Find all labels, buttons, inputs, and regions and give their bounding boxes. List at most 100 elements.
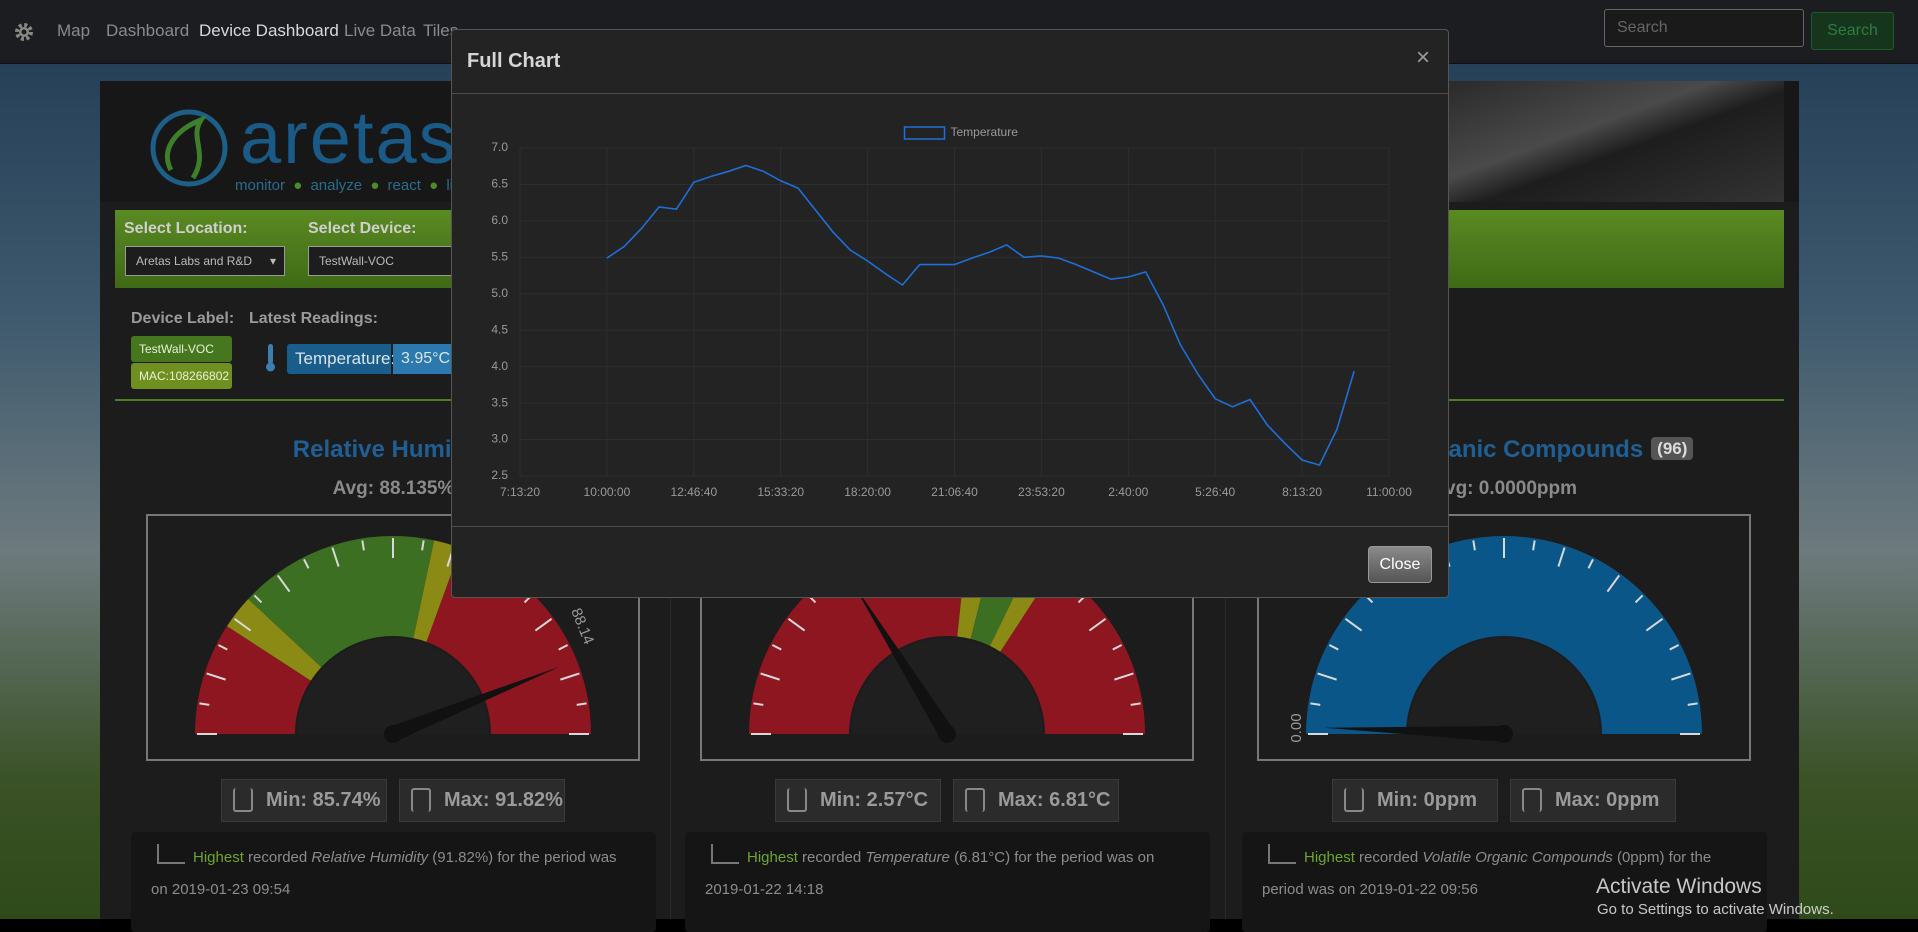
- gauge-tick: [1532, 540, 1536, 551]
- legend-swatch: [903, 126, 946, 140]
- gauge-tick: [1634, 594, 1644, 604]
- tagline-word: monitor: [235, 177, 286, 194]
- gauge-label: 0.00: [1288, 713, 1305, 742]
- gauge-tick: [276, 574, 291, 593]
- gauge-tick: [1587, 558, 1594, 569]
- note-icon: [1268, 844, 1296, 864]
- panel-avg: Avg: 88.135%: [332, 478, 455, 499]
- y-tick-label: 4.5: [491, 322, 508, 336]
- thermometer-icon: [266, 344, 275, 372]
- gauge-tick: [361, 540, 365, 551]
- label: Select Device:: [308, 220, 417, 237]
- gauge-pin: [1495, 725, 1513, 743]
- nav-link[interactable]: Tiles: [423, 21, 459, 40]
- search-button[interactable]: Search: [1811, 12, 1894, 50]
- gauge-tick: [1669, 644, 1680, 651]
- y-tick-label: 2.5: [491, 468, 508, 482]
- gauge-tick: [1317, 672, 1337, 681]
- divider: [452, 93, 1448, 94]
- gauge-tick: [1112, 644, 1123, 651]
- gauge-tick: [217, 644, 228, 651]
- gauge-pin: [384, 725, 402, 743]
- gauge-zone: [413, 540, 461, 642]
- gauge-tick: [1344, 617, 1363, 632]
- chart: 2.5 3.0 3.5 4.0 4.5 5.0 5.5 6.0 6.5 7.0 7:13:20 10:…: [491, 125, 1412, 499]
- x-tick-label: 8:13:20: [1282, 485, 1322, 499]
- max-box: Max: 0ppm: [1510, 779, 1676, 822]
- panel: Relative Humidity Avg: 88.135% 88.14 Min: 8…: [116, 430, 671, 932]
- min-box: Min: 85.74%: [221, 779, 387, 822]
- x-tick-label: 10:00:00: [584, 485, 631, 499]
- note: Highest recorded Temperature (6.81°C) fo…: [685, 832, 1210, 932]
- max-icon: [411, 788, 431, 812]
- gauge-tick: [206, 672, 226, 681]
- gauge-tick: [1606, 574, 1621, 593]
- note-metric: Relative Humidity: [311, 849, 429, 866]
- min-box: Min: 2.57°C: [775, 779, 941, 822]
- gauge-tick: [1671, 672, 1691, 681]
- gauge-tick: [331, 547, 340, 567]
- note: Highest recorded Relative Humidity (91.8…: [131, 832, 656, 932]
- note-text: recorded: [248, 849, 308, 866]
- note-text: (6.81°C) for the period was on 2019-01-2…: [705, 849, 1155, 898]
- gauge-tick: [1687, 702, 1698, 706]
- nav-link[interactable]: Map: [57, 21, 91, 40]
- tagline-word: analyze: [310, 177, 363, 194]
- reading-name: Temperature:: [287, 344, 395, 374]
- note-text: (0ppm) for the period was on 2019-01-22 …: [1262, 849, 1712, 898]
- x-tick-label: 11:00:00: [1366, 485, 1412, 499]
- note-text: recorded: [802, 849, 862, 866]
- nav-link[interactable]: Live Data: [344, 21, 416, 40]
- min-icon: [787, 788, 807, 812]
- gauge-tick: [1114, 672, 1134, 681]
- device-select[interactable]: TestWall-VOC: [308, 246, 458, 276]
- gauge-tick: [760, 672, 780, 681]
- note-metric: Volatile Organic Compounds: [1422, 849, 1613, 866]
- gauge-tick: [253, 594, 263, 604]
- y-tick-label: 5.0: [491, 286, 508, 300]
- nav-link[interactable]: Dashboard: [106, 21, 190, 40]
- y-tick-label: 6.5: [491, 177, 508, 191]
- x-tick-label: 15:33:20: [757, 485, 804, 499]
- gauge-tick: [199, 702, 210, 706]
- x-tick-label: 12:46:40: [670, 485, 717, 499]
- max-icon: [965, 788, 985, 812]
- gauge-tick: [1472, 540, 1476, 551]
- modal-title: Full Chart: [467, 50, 561, 72]
- close-button[interactable]: Close: [1368, 546, 1432, 583]
- gauge-tick: [1310, 702, 1321, 706]
- y-tick-label: 3.0: [491, 432, 508, 446]
- tagline: monitor ● analyze ● react ● live: [235, 177, 469, 194]
- max-icon: [1522, 788, 1542, 812]
- min-box: Min: 0ppm: [1332, 779, 1498, 822]
- y-tick-label: 6.0: [491, 213, 508, 227]
- x-tick-label: 5:26:40: [1195, 485, 1235, 499]
- x-tick-label: 18:20:00: [844, 485, 891, 499]
- location-select[interactable]: Aretas Labs and R&D ▾: [125, 246, 285, 276]
- x-tick-label: 21:06:40: [931, 485, 978, 499]
- select-value: Aretas Labs and R&D: [136, 254, 253, 268]
- gauge-tick: [787, 617, 806, 632]
- x-tick-label: 7:13:20: [500, 485, 540, 499]
- gauge-tick: [1130, 702, 1141, 706]
- search-input[interactable]: Search: [1604, 9, 1804, 47]
- legend-label: Temperature: [951, 125, 1019, 139]
- tagline-word: react: [387, 177, 421, 194]
- y-tick-label: 3.5: [491, 395, 508, 409]
- settings-icon[interactable]: [13, 21, 35, 43]
- divider: [452, 526, 1448, 527]
- logo-mark: [150, 109, 228, 187]
- gauge-tick: [233, 617, 252, 632]
- note-icon: [157, 844, 185, 864]
- x-tick-label: 2:40:00: [1108, 485, 1148, 499]
- note-text: (91.82%) for the period was on 2019-01-2…: [151, 849, 617, 898]
- note-metric: Temperature: [865, 849, 950, 866]
- gauge-tick: [1557, 547, 1566, 567]
- gauge-tick: [576, 702, 587, 706]
- y-tick-label: 5.5: [491, 250, 508, 264]
- nav-link[interactable]: Device Dashboard: [199, 21, 339, 40]
- close-icon[interactable]: ×: [1416, 44, 1431, 71]
- label: Device Label:: [131, 310, 235, 327]
- gauge-tick: [1645, 617, 1664, 632]
